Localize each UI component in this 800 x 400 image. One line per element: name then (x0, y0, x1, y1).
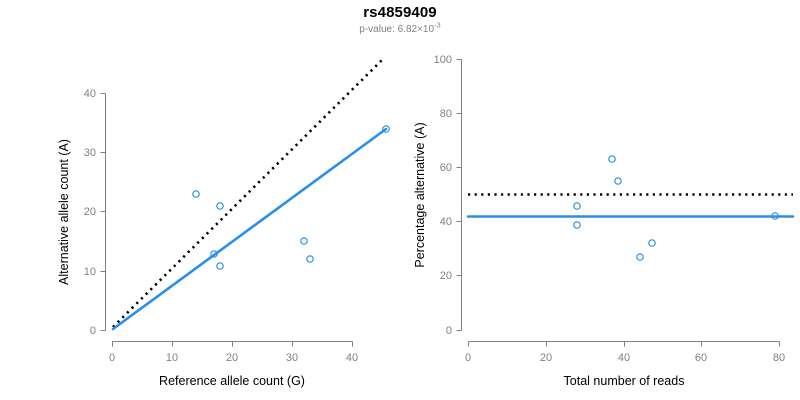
left-y-tick-40: 40 (84, 88, 96, 100)
right-x-axis-title: Total number of reads (564, 374, 685, 388)
left-x-axis-title: Reference allele count (G) (159, 374, 305, 388)
left-y-tick-labels: 40 30 20 10 0 (84, 88, 96, 337)
right-y-axis-title: Percentage alternative (A) (413, 122, 427, 267)
left-y-axis-title: Alternative allele count (A) (57, 139, 71, 285)
data-point (573, 202, 581, 210)
left-x-tick-20: 20 (226, 352, 238, 364)
right-y-axis-line (456, 59, 462, 331)
data-point (216, 262, 224, 270)
right-x-tick-20: 20 (540, 352, 552, 364)
right-x-tick-80: 80 (773, 352, 785, 364)
left-reference-line (112, 59, 383, 328)
left-y-tick-20: 20 (84, 206, 96, 218)
left-x-axis-line (112, 341, 353, 347)
data-point (216, 202, 224, 210)
right-y-tick-20: 20 (440, 270, 452, 282)
right-x-tick-40: 40 (618, 352, 630, 364)
right-x-tick-labels: 0 20 40 60 80 (465, 352, 785, 364)
data-point (614, 177, 622, 185)
right-y-tick-0: 0 (446, 325, 452, 337)
left-x-tick-10: 10 (166, 352, 178, 364)
data-point (636, 253, 644, 261)
data-point (608, 155, 616, 163)
right-x-tick-60: 60 (695, 352, 707, 364)
right-y-tick-100: 100 (434, 54, 452, 66)
left-fit-line (111, 127, 388, 331)
data-point (382, 125, 390, 133)
right-y-tick-80: 80 (440, 108, 452, 120)
data-point (306, 255, 314, 263)
left-y-tick-10: 10 (84, 266, 96, 278)
left-x-tick-30: 30 (286, 352, 298, 364)
right-y-tick-40: 40 (440, 216, 452, 228)
right-y-tick-60: 60 (440, 162, 452, 174)
left-panel: 40 30 20 10 0 0 10 20 30 40 Reference al… (57, 59, 390, 388)
left-x-tick-labels: 0 10 20 30 40 (109, 352, 358, 364)
left-data-points (192, 125, 390, 270)
data-point (573, 221, 581, 229)
data-point (192, 190, 200, 198)
data-point (771, 212, 779, 220)
left-y-tick-0: 0 (90, 325, 96, 337)
right-data-points (573, 155, 779, 261)
data-point (648, 239, 656, 247)
data-point (300, 237, 308, 245)
right-x-axis-line (468, 341, 780, 347)
left-y-tick-30: 30 (84, 147, 96, 159)
right-panel: 100 80 60 40 20 0 0 20 40 60 80 Total nu… (413, 54, 795, 388)
left-x-tick-40: 40 (346, 352, 358, 364)
left-y-axis-line (100, 93, 106, 331)
left-x-tick-0: 0 (109, 352, 115, 364)
data-point (210, 250, 218, 258)
right-y-tick-labels: 100 80 60 40 20 0 (434, 54, 452, 337)
right-x-tick-0: 0 (465, 352, 471, 364)
